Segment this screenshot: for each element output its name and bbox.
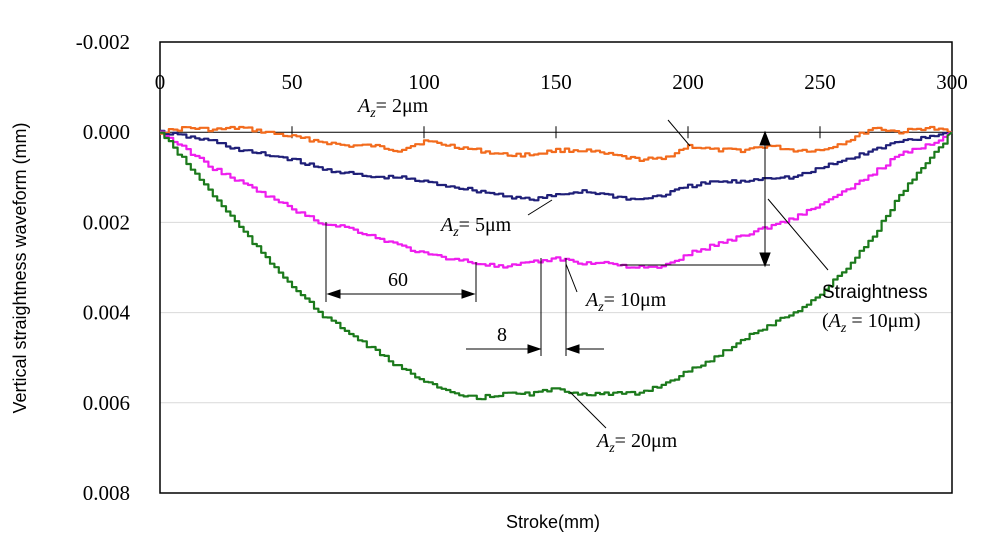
label-az2: Az= 2μm xyxy=(356,95,429,121)
y-tick-label-0: -0.002 xyxy=(76,30,130,54)
zero-baseline xyxy=(159,126,953,139)
dim-8-arrowhead-right xyxy=(565,344,580,354)
label-az5: Az= 5μm xyxy=(439,214,512,240)
dim-8-label: 8 xyxy=(497,324,507,346)
series-lines xyxy=(160,125,953,401)
dim-60-arrowhead-left xyxy=(326,289,341,299)
plot-area-frame xyxy=(159,41,953,494)
x-tick-label-5: 250 xyxy=(804,70,836,94)
straightness-arrowhead-top xyxy=(759,130,771,146)
dim-60-arrowhead-right xyxy=(461,289,476,299)
dim-60-label: 60 xyxy=(388,269,408,291)
x-tick-labels: 0 50 100 150 200 250 300 xyxy=(155,70,968,94)
x-tick-label-2: 100 xyxy=(408,70,440,94)
series-line-2 xyxy=(160,130,953,269)
x-axis-title: Stroke(mm) xyxy=(506,512,600,532)
y-tick-label-2: 0.002 xyxy=(83,210,130,234)
y-tick-label-5: 0.008 xyxy=(83,481,130,505)
x-tick-label-0: 0 xyxy=(155,70,166,94)
y-axis-title: Vertical straightness waveform (mm) xyxy=(10,122,30,413)
series-line-1 xyxy=(160,129,953,202)
y-tick-label-1: 0.000 xyxy=(83,120,130,144)
label-az20: Az= 20μm xyxy=(595,430,678,456)
leader-az5 xyxy=(527,199,553,216)
straightness-label-line1: Straightness xyxy=(822,282,928,303)
grid-lines xyxy=(160,221,952,404)
x-tick-label-4: 200 xyxy=(672,70,704,94)
leader-az10 xyxy=(565,263,578,293)
y-tick-label-4: 0.006 xyxy=(83,391,130,415)
dim-8-arrowhead-left xyxy=(527,344,542,354)
label-az10: Az= 10μm xyxy=(584,289,667,315)
y-tick-label-3: 0.004 xyxy=(83,301,131,325)
y-tick-labels: -0.002 0.000 0.002 0.004 0.006 0.008 xyxy=(76,30,131,505)
annotation-lines xyxy=(325,119,829,429)
straightness-arrowhead-bottom xyxy=(759,252,771,268)
leader-az2 xyxy=(667,119,691,147)
series-line-0 xyxy=(160,125,953,162)
x-tick-label-1: 50 xyxy=(282,70,303,94)
x-tick-label-3: 150 xyxy=(540,70,572,94)
x-tick-label-6: 300 xyxy=(936,70,968,94)
straightness-label-line2: (Az = 10μm) xyxy=(822,310,921,336)
leader-straightness xyxy=(767,198,829,271)
series-line-3 xyxy=(160,131,953,401)
leader-az20 xyxy=(569,391,607,429)
